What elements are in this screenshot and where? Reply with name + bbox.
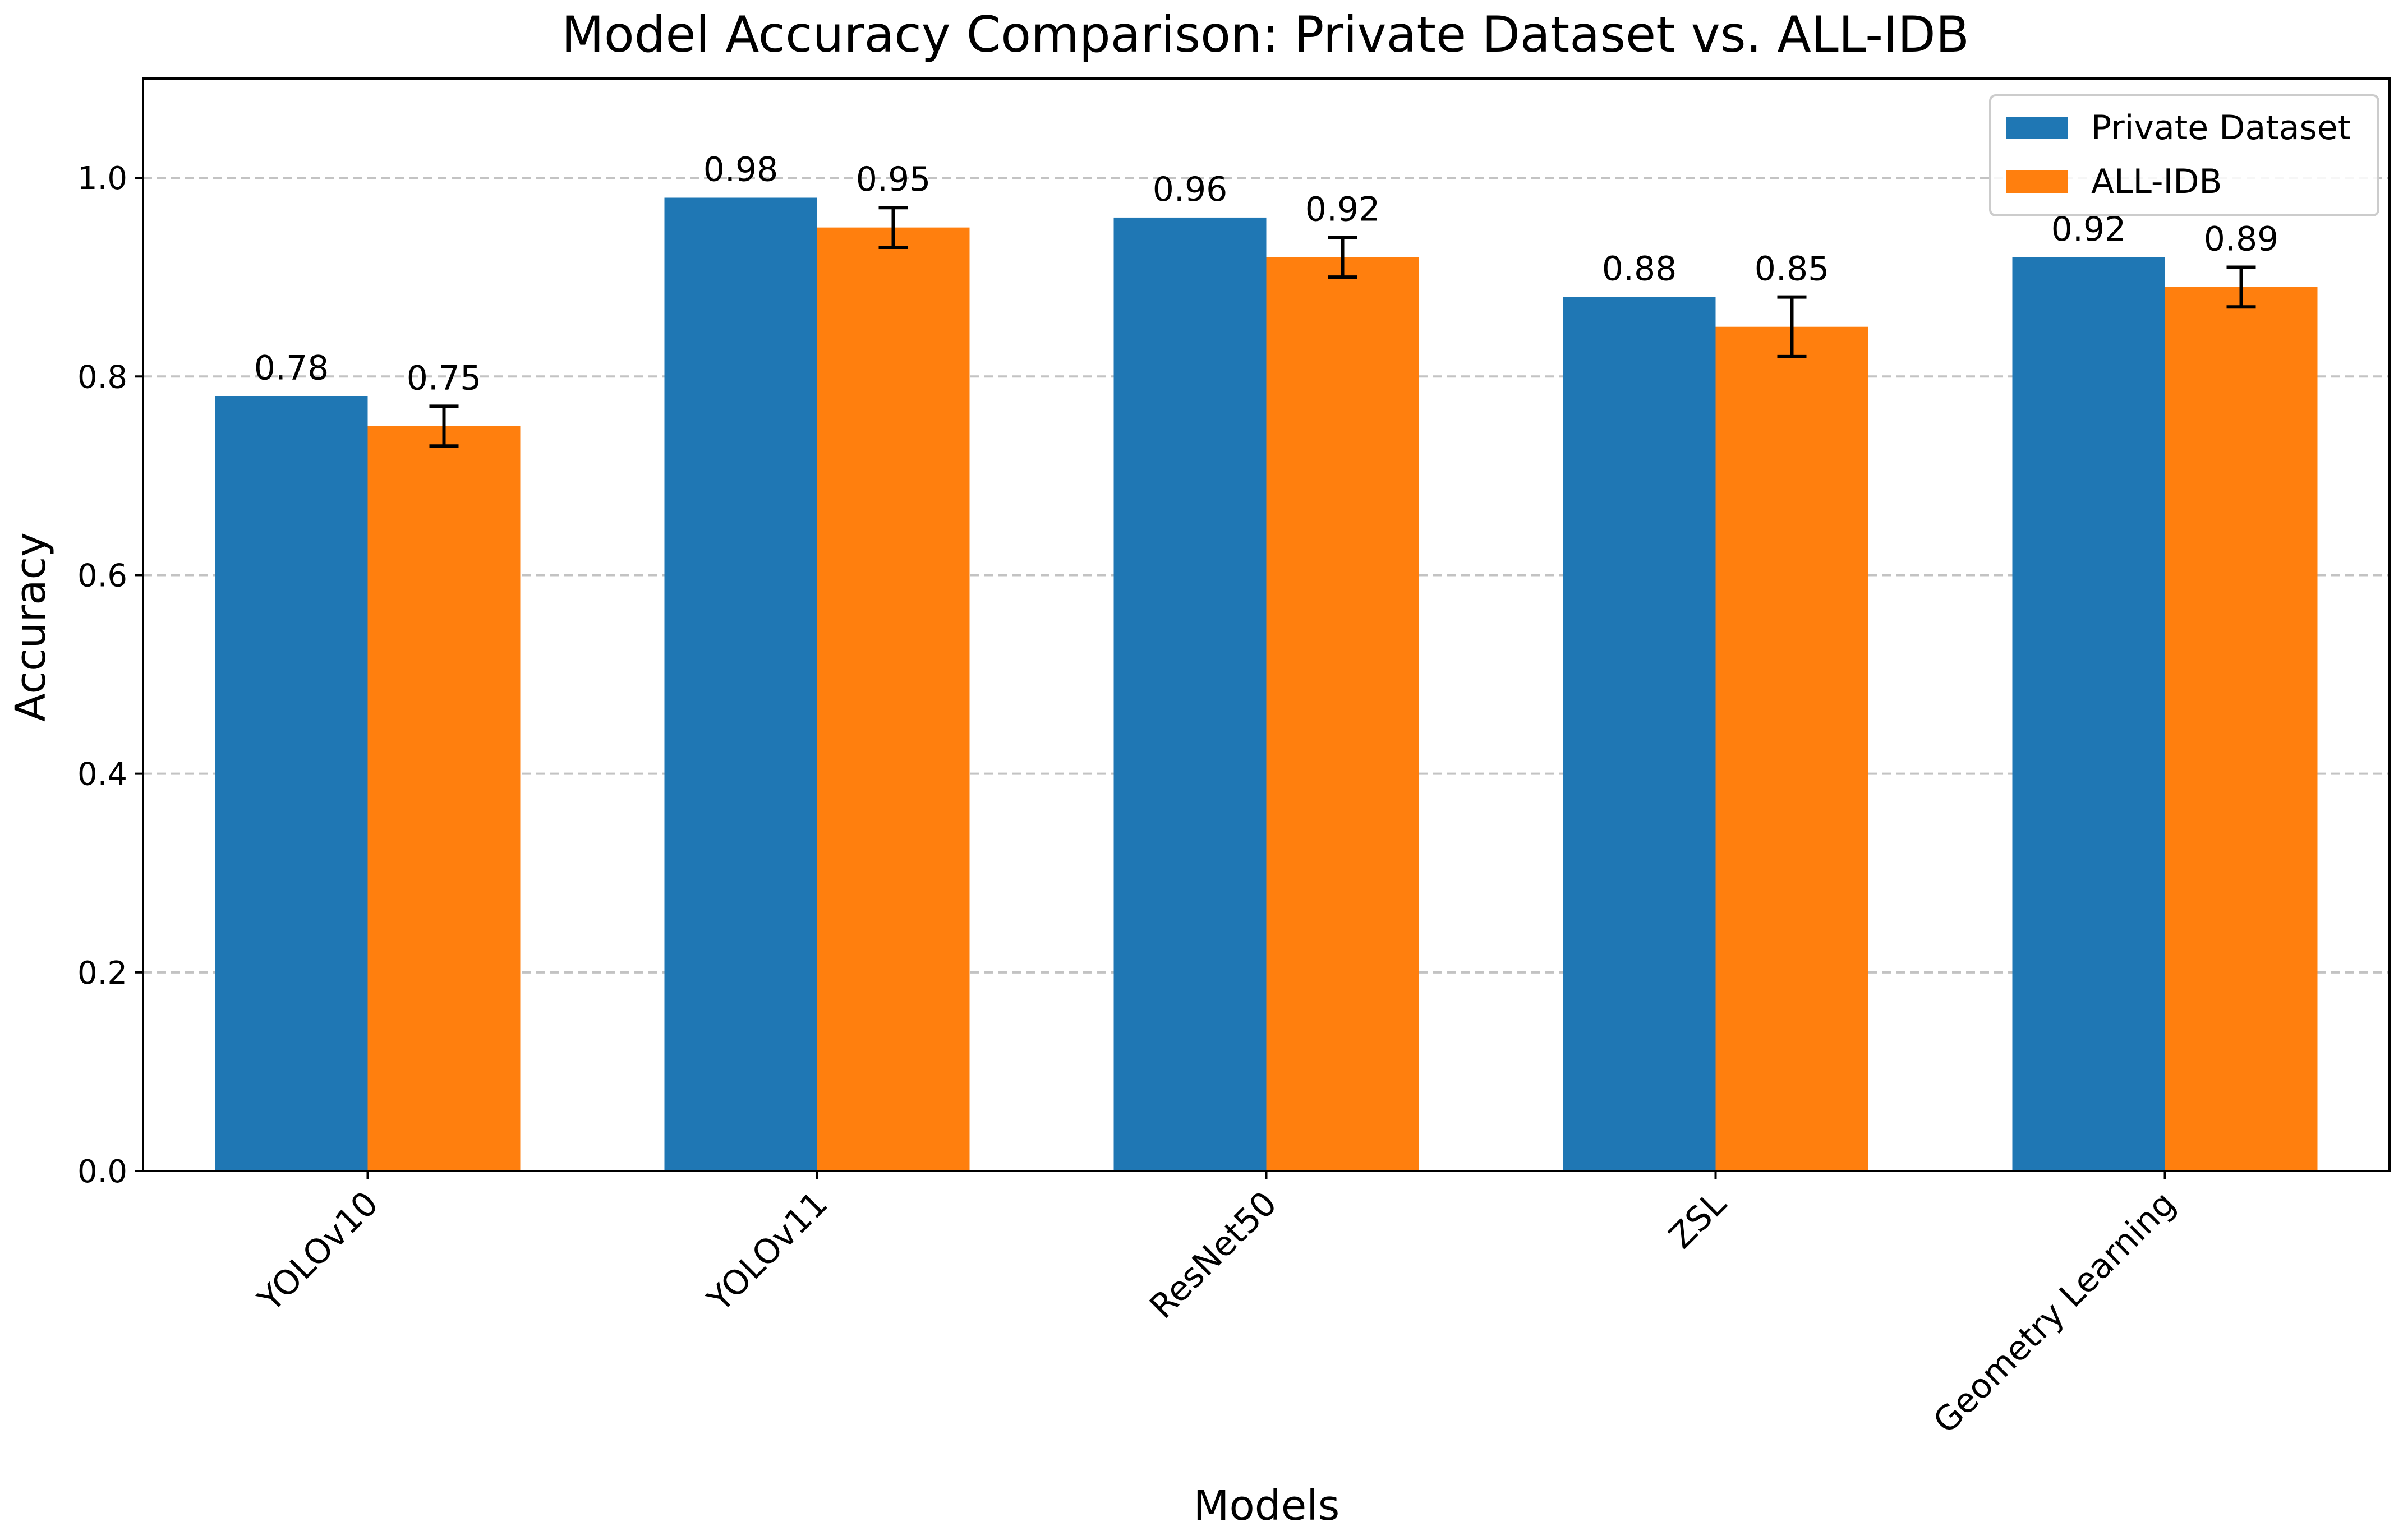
y-tick-label: 0.2	[77, 955, 127, 992]
y-axis-ticks: 0.0 0.2 0.4 0.6 0.8 1.0	[77, 160, 143, 1190]
bar-private-dataset	[1563, 297, 1716, 1171]
y-tick-label: 1.0	[77, 160, 127, 197]
data-label: 0.75	[407, 358, 482, 398]
legend: Private Dataset ALL-IDB	[1989, 94, 2379, 216]
data-label: 0.92	[1305, 190, 1380, 229]
error-bars	[429, 206, 2256, 448]
y-tick-label: 0.8	[77, 359, 127, 395]
legend-swatch-private-dataset	[2006, 117, 2068, 139]
data-label: 0.96	[1153, 170, 1228, 209]
y-tick-label: 0.4	[77, 757, 127, 793]
legend-swatch-all-idb	[2006, 170, 2068, 193]
y-tick-label: 0.0	[77, 1154, 127, 1190]
data-label: 0.95	[856, 160, 931, 199]
data-label: 0.89	[2204, 219, 2279, 259]
data-label: 0.85	[1755, 250, 1830, 289]
legend-box	[1989, 94, 2379, 216]
data-label: 0.98	[703, 150, 779, 190]
data-label: 0.88	[1602, 250, 1677, 289]
bar-private-dataset	[1113, 217, 1267, 1172]
bar-all-idb	[817, 227, 970, 1171]
data-label: 0.78	[254, 349, 329, 388]
chart-title: Model Accuracy Comparison: Private Datas…	[561, 6, 1969, 63]
y-tick-label: 0.6	[77, 557, 127, 594]
legend-label-private-dataset: Private Dataset	[2091, 108, 2351, 147]
legend-label-all-idb: ALL-IDB	[2091, 162, 2222, 201]
data-labels: 0.78 0.750.98 0.95 0.960.920.88 0.850.92 0.89	[254, 150, 2279, 398]
bar-private-dataset	[2012, 257, 2165, 1171]
bar-private-dataset	[664, 197, 817, 1172]
x-axis-label: Models	[1194, 1482, 1340, 1530]
y-axis-label: Accuracy	[7, 532, 55, 722]
bar-all-idb	[1715, 326, 1868, 1171]
bar-all-idb	[2165, 287, 2318, 1172]
bars	[215, 197, 2318, 1172]
bar-all-idb	[367, 426, 521, 1172]
bar-private-dataset	[215, 396, 368, 1171]
bar-all-idb	[1266, 257, 1419, 1171]
